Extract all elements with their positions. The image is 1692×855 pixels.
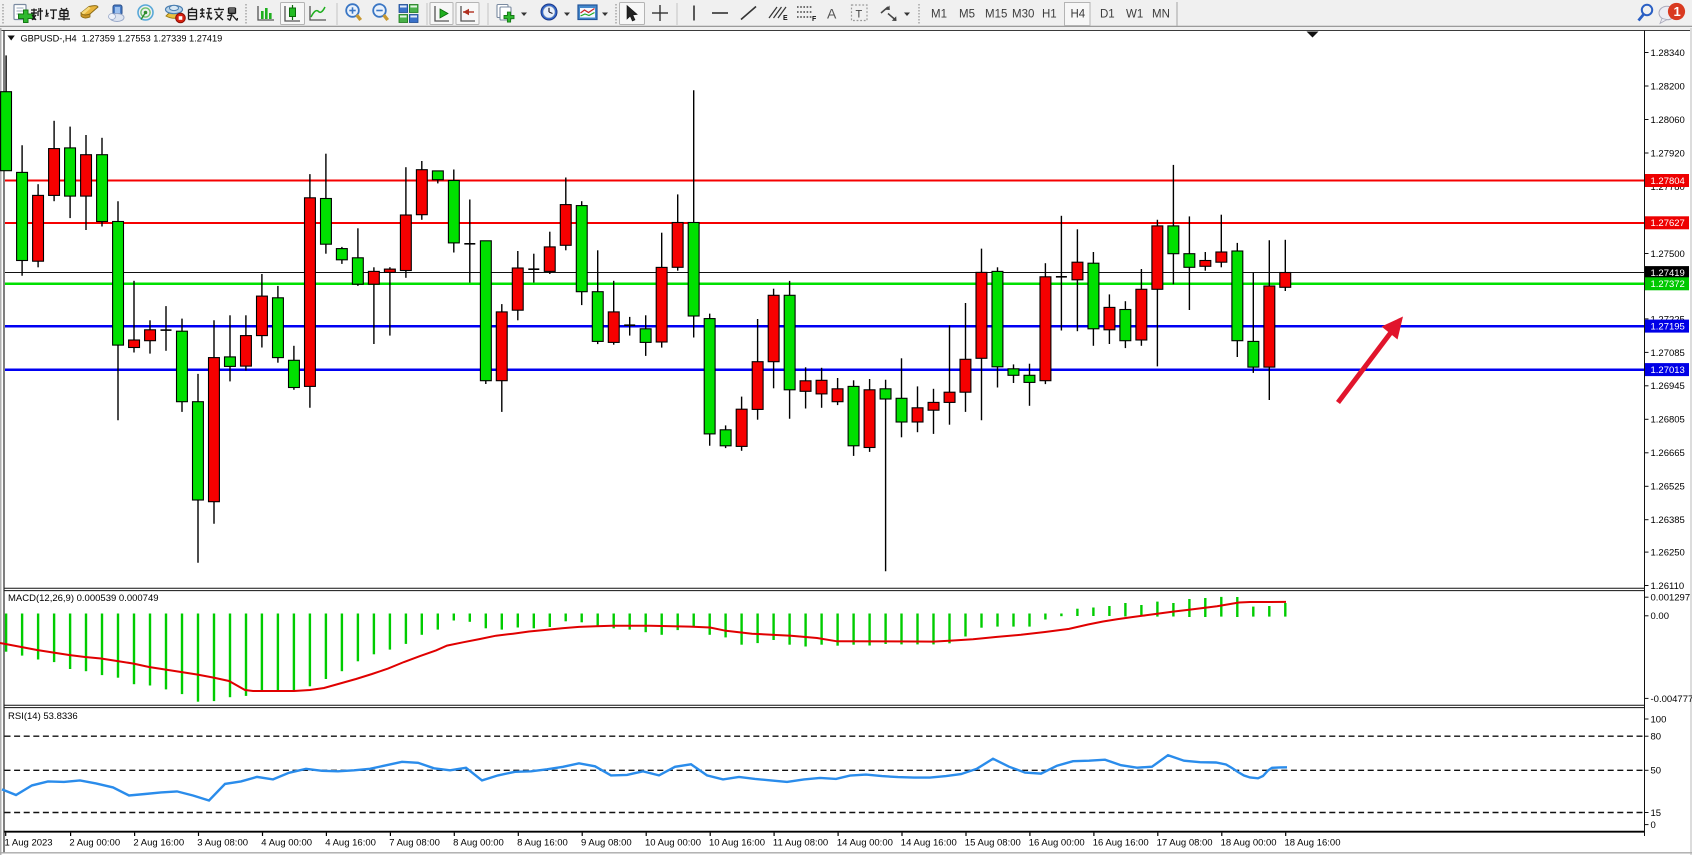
svg-text:MACD(12,26,9) 0.000539 0.00074: MACD(12,26,9) 0.000539 0.000749 — [8, 593, 159, 604]
svg-text:3 Aug 08:00: 3 Aug 08:00 — [197, 838, 248, 849]
svg-text:16 Aug 16:00: 16 Aug 16:00 — [1093, 838, 1149, 849]
svg-text:18 Aug 16:00: 18 Aug 16:00 — [1285, 838, 1341, 849]
svg-text:8 Aug 16:00: 8 Aug 16:00 — [517, 838, 568, 849]
svg-text:D1: D1 — [1100, 9, 1115, 21]
svg-text:1: 1 — [1674, 4, 1681, 19]
svg-text:1.27013: 1.27013 — [1651, 365, 1685, 376]
svg-text:17 Aug 08:00: 17 Aug 08:00 — [1157, 838, 1213, 849]
svg-text:10 Aug 16:00: 10 Aug 16:00 — [709, 838, 765, 849]
svg-text:1.27780: 1.27780 — [1651, 182, 1685, 193]
svg-text:14 Aug 16:00: 14 Aug 16:00 — [901, 838, 957, 849]
svg-text:MN: MN — [1152, 9, 1170, 21]
svg-text:H1: H1 — [1042, 9, 1057, 21]
svg-text:1.27195: 1.27195 — [1651, 322, 1685, 333]
svg-text:2 Aug 16:00: 2 Aug 16:00 — [133, 838, 184, 849]
svg-text:16 Aug 00:00: 16 Aug 00:00 — [1029, 838, 1085, 849]
svg-text:GBPUSD-,H4 1.27359 1.27553 1.: GBPUSD-,H4 1.27359 1.27553 1.27339 1.274… — [21, 34, 223, 44]
svg-text:1.28200: 1.28200 — [1651, 81, 1685, 92]
svg-text:1.26110: 1.26110 — [1651, 581, 1685, 592]
svg-text:F: F — [812, 16, 817, 23]
svg-text:M5: M5 — [959, 9, 975, 21]
svg-text:11 Aug 08:00: 11 Aug 08:00 — [773, 838, 828, 849]
svg-text:M30: M30 — [1012, 9, 1034, 21]
svg-text:2 Aug 00:00: 2 Aug 00:00 — [69, 838, 120, 849]
svg-text:8 Aug 00:00: 8 Aug 00:00 — [453, 838, 504, 849]
svg-text:1.27920: 1.27920 — [1651, 148, 1685, 159]
svg-text:7 Aug 08:00: 7 Aug 08:00 — [389, 838, 440, 849]
svg-text:1.26945: 1.26945 — [1651, 381, 1685, 392]
svg-text:4 Aug 00:00: 4 Aug 00:00 — [261, 838, 312, 849]
svg-text:M15: M15 — [985, 9, 1007, 21]
svg-text:0.001297: 0.001297 — [1651, 593, 1691, 604]
svg-text:1.27419: 1.27419 — [1651, 268, 1685, 279]
svg-text:4 Aug 16:00: 4 Aug 16:00 — [325, 838, 376, 849]
svg-text:0: 0 — [1651, 820, 1656, 831]
svg-text:15 Aug 08:00: 15 Aug 08:00 — [965, 838, 1021, 849]
svg-text:1.26665: 1.26665 — [1651, 448, 1685, 459]
svg-text:T: T — [856, 9, 863, 21]
svg-text:1.26250: 1.26250 — [1651, 548, 1685, 559]
svg-text:W1: W1 — [1126, 9, 1143, 21]
svg-text:-0.004777: -0.004777 — [1651, 694, 1692, 705]
svg-text:A: A — [827, 6, 837, 22]
svg-text:80: 80 — [1651, 732, 1662, 743]
svg-text:H4: H4 — [1071, 9, 1086, 21]
svg-text:M1: M1 — [931, 9, 947, 21]
svg-text:15: 15 — [1651, 808, 1662, 819]
svg-text:1.26525: 1.26525 — [1651, 482, 1685, 493]
svg-text:100: 100 — [1651, 714, 1667, 725]
svg-text:10 Aug 00:00: 10 Aug 00:00 — [645, 838, 701, 849]
svg-text:1.28340: 1.28340 — [1651, 48, 1685, 59]
svg-text:1.26805: 1.26805 — [1651, 415, 1685, 426]
svg-text:1 Aug 2023: 1 Aug 2023 — [5, 838, 53, 849]
svg-text:1.28060: 1.28060 — [1651, 115, 1685, 126]
svg-text:14 Aug 00:00: 14 Aug 00:00 — [837, 838, 893, 849]
svg-text:RSI(14) 53.8336: RSI(14) 53.8336 — [8, 711, 78, 722]
svg-text:E: E — [783, 15, 788, 22]
svg-text:0.00: 0.00 — [1651, 611, 1670, 622]
svg-text:18 Aug 00:00: 18 Aug 00:00 — [1221, 838, 1277, 849]
svg-text:1.26385: 1.26385 — [1651, 515, 1685, 526]
svg-text:1.27500: 1.27500 — [1651, 249, 1685, 260]
svg-text:50: 50 — [1651, 766, 1662, 777]
svg-text:1.27627: 1.27627 — [1651, 218, 1685, 229]
svg-text:1.27085: 1.27085 — [1651, 348, 1685, 359]
svg-text:1.27372: 1.27372 — [1651, 279, 1685, 290]
svg-text:9 Aug 08:00: 9 Aug 08:00 — [581, 838, 632, 849]
svg-text:1.27804: 1.27804 — [1651, 176, 1685, 187]
